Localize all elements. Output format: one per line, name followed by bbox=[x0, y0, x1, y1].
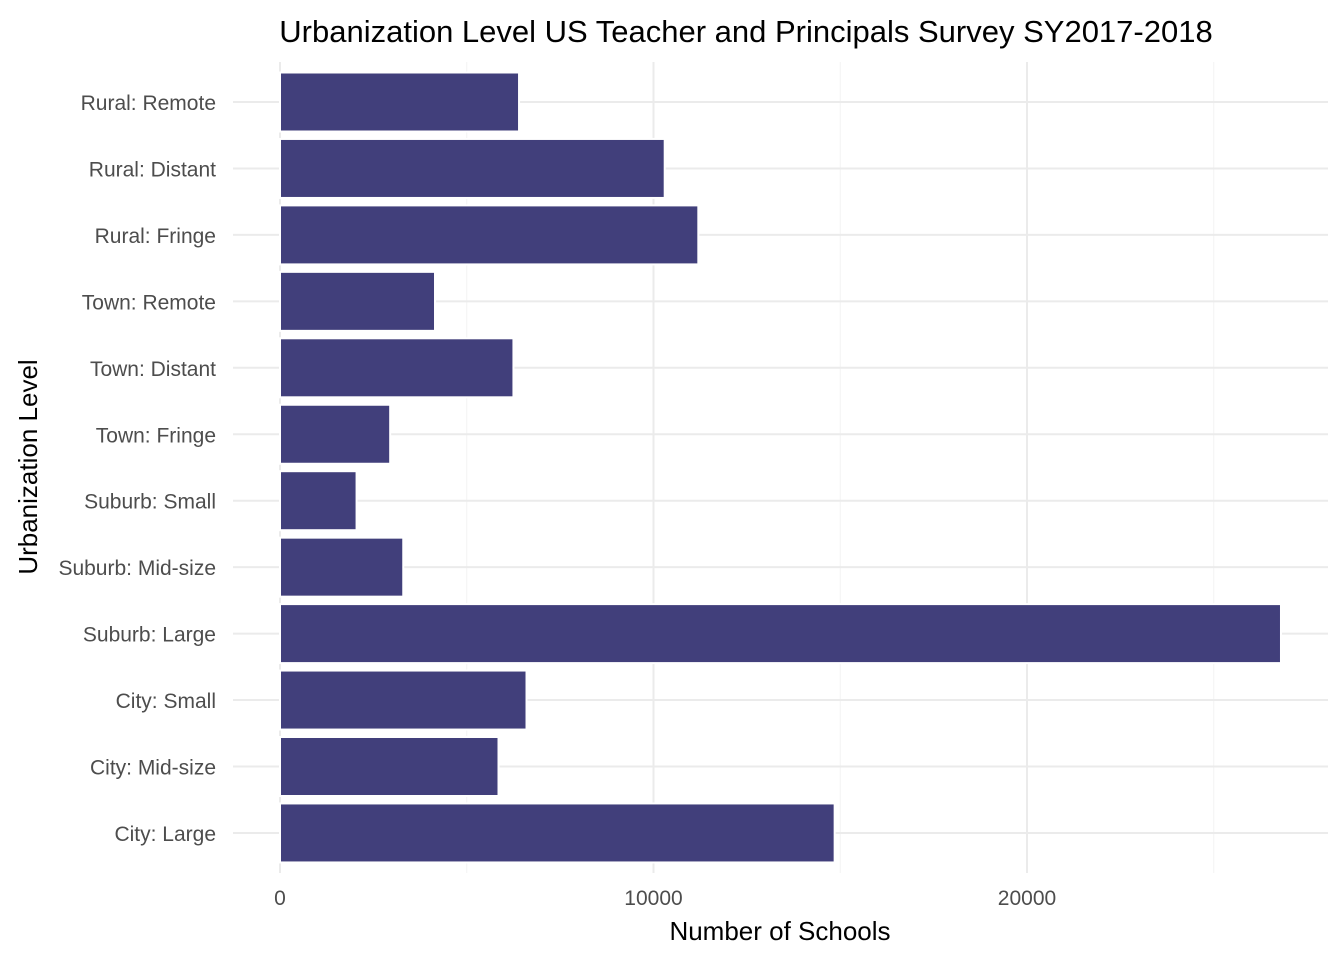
bar bbox=[279, 270, 437, 332]
bar bbox=[279, 137, 666, 199]
y-tick-label: Town: Remote bbox=[82, 291, 216, 314]
x-axis-tick-labels: 0 10000 20000 bbox=[274, 887, 1056, 910]
y-tick-label: City: Large bbox=[114, 823, 216, 846]
bar bbox=[279, 736, 500, 797]
bar bbox=[279, 337, 515, 399]
y-tick-label: Rural: Fringe bbox=[95, 225, 216, 248]
bar bbox=[279, 71, 521, 133]
y-tick-label: Town: Fringe bbox=[96, 424, 216, 447]
bar bbox=[279, 603, 1282, 665]
y-tick-label: Rural: Distant bbox=[89, 158, 216, 181]
x-tick-label: 20000 bbox=[998, 887, 1056, 910]
y-tick-label: Suburb: Large bbox=[83, 624, 216, 647]
bar bbox=[279, 669, 528, 731]
bar bbox=[279, 470, 358, 532]
x-tick-label: 0 bbox=[274, 887, 286, 910]
y-tick-label: Suburb: Mid-size bbox=[58, 557, 216, 580]
bar bbox=[279, 802, 836, 864]
y-axis-title: Urbanization Level bbox=[13, 359, 43, 574]
y-tick-label: Town: Distant bbox=[90, 358, 216, 381]
y-tick-label: City: Small bbox=[116, 690, 216, 713]
x-tick-label: 10000 bbox=[624, 887, 682, 910]
bars bbox=[279, 71, 1282, 864]
bar bbox=[279, 403, 392, 465]
x-axis-title: Number of Schools bbox=[669, 916, 890, 946]
bar bbox=[279, 204, 700, 266]
chart-title: Urbanization Level US Teacher and Princi… bbox=[279, 14, 1212, 49]
y-axis-tick-labels: Rural: Remote Rural: Distant Rural: Fringe… bbox=[58, 92, 216, 846]
y-tick-label: Suburb: Small bbox=[84, 491, 216, 514]
y-tick-label: Rural: Remote bbox=[81, 92, 216, 115]
bar bbox=[279, 536, 405, 598]
y-tick-label: City: Mid-size bbox=[90, 757, 216, 780]
